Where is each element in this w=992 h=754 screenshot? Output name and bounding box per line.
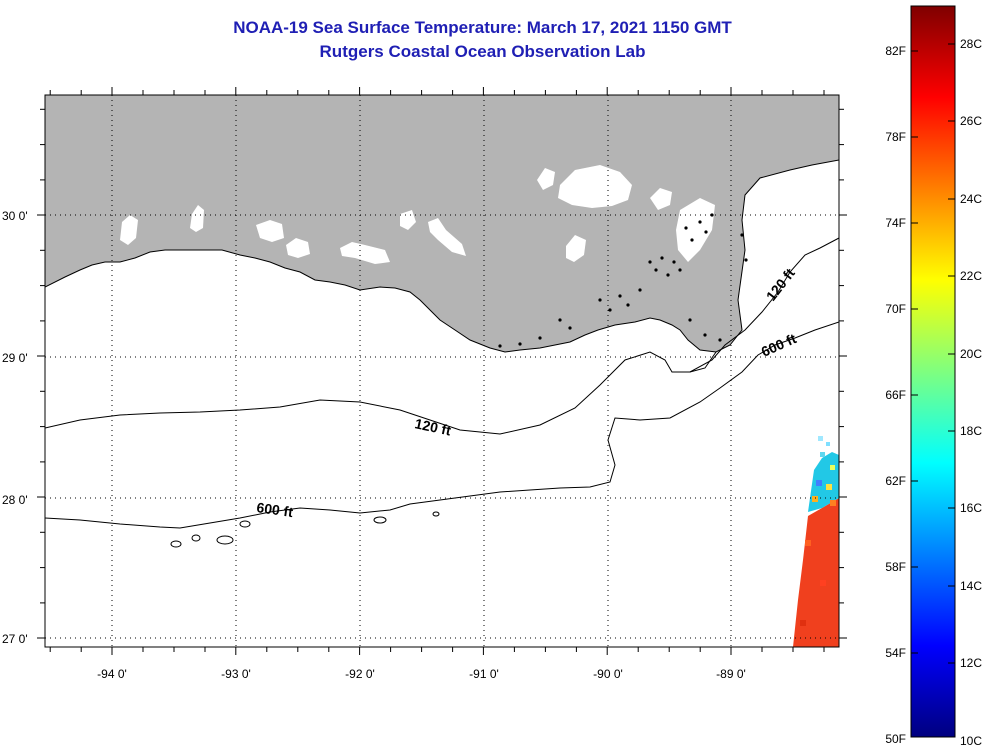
colorbar — [910, 5, 956, 738]
fahrenheit-label: 58F — [885, 560, 906, 574]
lon-label: -89 0' — [716, 667, 746, 681]
celsius-label: 28C — [960, 37, 982, 51]
fahrenheit-label: 78F — [885, 130, 906, 144]
atchafalaya-bay — [400, 210, 416, 230]
fahrenheit-label: 62F — [885, 474, 906, 488]
land-mass — [45, 95, 839, 352]
celsius-label: 24C — [960, 192, 982, 206]
graticule — [45, 95, 839, 647]
contour-label-600ft: 600 ft — [256, 499, 295, 520]
celsius-label: 26C — [960, 114, 982, 128]
sst-swath-speckle — [800, 436, 836, 626]
lat-label: 30 0' — [2, 209, 28, 223]
contour-120ft-inner — [689, 351, 717, 373]
calcasieu-lake — [120, 215, 138, 245]
lon-label: -93 0' — [221, 667, 251, 681]
lat-label: 27 0' — [2, 632, 28, 646]
fahrenheit-label: 54F — [885, 646, 906, 660]
delta-marsh — [498, 213, 748, 348]
sabine-area — [190, 205, 204, 232]
mississippi-sound-marsh — [676, 198, 715, 262]
fahrenheit-label: 74F — [885, 216, 906, 230]
lon-label: -90 0' — [593, 667, 623, 681]
vermilion-bay — [340, 242, 390, 264]
contour-600ft — [45, 321, 839, 529]
celsius-label: 12C — [960, 656, 982, 670]
axis-ticks — [37, 87, 847, 655]
celsius-label: 16C — [960, 501, 982, 515]
lon-label: -94 0' — [97, 667, 127, 681]
lat-axis-labels: 30 0' 29 0' 28 0' 27 0' — [2, 209, 28, 646]
celsius-label: 20C — [960, 347, 982, 361]
fahrenheit-label: 82F — [885, 44, 906, 58]
celsius-label: 18C — [960, 424, 982, 438]
lon-label: -92 0' — [345, 667, 375, 681]
lon-label: -91 0' — [469, 667, 499, 681]
lake-pontchartrain — [558, 165, 632, 208]
colorbar-ticks — [911, 43, 955, 664]
lake-borgne — [650, 188, 672, 210]
map-subtitle: Rutgers Coastal Ocean Observation Lab — [319, 42, 646, 61]
fahrenheit-label: 66F — [885, 388, 906, 402]
contour-120ft — [45, 237, 839, 435]
celsius-label: 10C — [960, 734, 982, 748]
colorbar-fahrenheit-labels: 82F 78F 74F 70F 66F 62F 58F 54F 50F — [885, 44, 906, 746]
contour-label-120ft: 120 ft — [413, 415, 452, 438]
lake-salvador — [428, 218, 466, 256]
coastline — [45, 159, 839, 353]
lon-axis-labels: -94 0' -93 0' -92 0' -91 0' -90 0' -89 0… — [97, 667, 746, 681]
seamount-rings — [170, 511, 440, 548]
lake-maurepas — [537, 168, 555, 190]
fahrenheit-label: 70F — [885, 302, 906, 316]
fahrenheit-label: 50F — [885, 732, 906, 746]
white-lake — [286, 238, 310, 258]
sst-swath-warm — [793, 498, 839, 647]
map-frame — [44, 94, 840, 648]
barataria-lake — [566, 235, 586, 262]
celsius-label: 22C — [960, 269, 982, 283]
grand-lake — [256, 220, 284, 242]
lat-label: 29 0' — [2, 351, 28, 365]
celsius-label: 14C — [960, 579, 982, 593]
lat-label: 28 0' — [2, 493, 28, 507]
map-title: NOAA-19 Sea Surface Temperature: March 1… — [233, 18, 732, 37]
colorbar-celsius-labels: 28C 26C 24C 22C 20C 18C 16C 14C 12C 10C — [960, 37, 982, 748]
